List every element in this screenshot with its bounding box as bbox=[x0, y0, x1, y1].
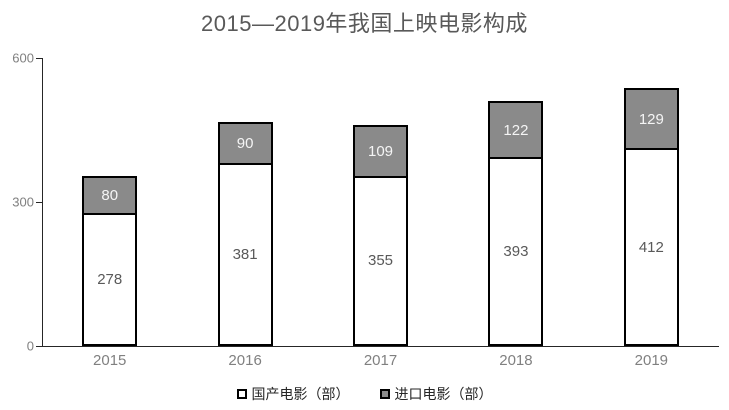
legend-swatch-icon-domestic bbox=[236, 389, 247, 399]
bar-value-label-imported-2016: 90 bbox=[236, 135, 254, 153]
bar-value-label-domestic-2015: 278 bbox=[97, 270, 123, 288]
y-tick-mark bbox=[36, 346, 42, 347]
bar-segment-domestic-2016: 381 bbox=[217, 163, 273, 346]
bar-segment-imported-2018: 122 bbox=[488, 100, 544, 160]
x-category-label-2016: 2016 bbox=[228, 352, 262, 369]
bar-value-label-imported-2019: 129 bbox=[638, 110, 664, 128]
x-axis-labels: 2015 2016 2017 2018 2019 bbox=[42, 352, 719, 369]
bar-segment-imported-2016: 90 bbox=[217, 121, 273, 166]
bar-segment-domestic-2015: 278 bbox=[82, 212, 138, 346]
bar-segment-domestic-2017: 355 bbox=[353, 175, 409, 346]
y-tick-mark bbox=[36, 58, 42, 59]
bar-slot-2017: 109 355 bbox=[313, 58, 448, 346]
bar-segment-imported-2015: 80 bbox=[82, 176, 138, 215]
plot-bars: 80 278 90 381 109 355 122 393 129 412 bbox=[42, 58, 719, 346]
bar-segment-domestic-2019: 412 bbox=[623, 148, 679, 346]
bar-value-label-imported-2018: 122 bbox=[503, 121, 529, 139]
y-tick-label: 0 bbox=[26, 338, 34, 354]
x-category-label-2017: 2017 bbox=[363, 352, 398, 369]
x-category-label-2015: 2015 bbox=[93, 352, 127, 369]
legend-swatch-icon-imported bbox=[379, 389, 390, 399]
bar-value-label-imported-2015: 80 bbox=[101, 186, 119, 204]
bar-segment-imported-2017: 109 bbox=[353, 125, 409, 178]
bar-segment-domestic-2018: 393 bbox=[488, 157, 544, 346]
bar-value-label-domestic-2017: 355 bbox=[368, 252, 394, 270]
bar-value-label-domestic-2019: 412 bbox=[638, 238, 664, 256]
bar-value-label-domestic-2018: 393 bbox=[503, 243, 529, 261]
legend: 国产电影（部） 进口电影（部） bbox=[0, 384, 729, 404]
bar-value-label-imported-2017: 109 bbox=[368, 142, 394, 160]
y-tick-label: 300 bbox=[12, 194, 34, 210]
bar-slot-2016: 90 381 bbox=[177, 58, 312, 346]
bar-value-label-domestic-2016: 381 bbox=[232, 246, 258, 264]
chart-title: 2015—2019年我国上映电影构成 bbox=[201, 11, 528, 36]
x-category-label-2018: 2018 bbox=[499, 352, 533, 369]
legend-item-imported: 进口电影（部） bbox=[379, 384, 493, 404]
legend-label-domestic: 国产电影（部） bbox=[251, 386, 350, 402]
bar-slot-2015: 80 278 bbox=[42, 58, 177, 346]
x-axis-line bbox=[42, 346, 719, 347]
y-tick-label: 600 bbox=[12, 50, 34, 66]
bar-segment-imported-2019: 129 bbox=[623, 88, 679, 151]
legend-item-domestic: 国产电影（部） bbox=[236, 384, 350, 404]
bar-stack-2017: 109 355 bbox=[353, 125, 409, 346]
bar-stack-2015: 80 278 bbox=[82, 176, 138, 346]
bar-slot-2019: 129 412 bbox=[584, 58, 719, 346]
bar-slot-2018: 122 393 bbox=[448, 58, 583, 346]
x-category-label-2019: 2019 bbox=[634, 352, 669, 369]
bar-stack-2018: 122 393 bbox=[488, 100, 544, 346]
y-axis-line bbox=[42, 58, 43, 346]
bar-stack-2016: 90 381 bbox=[217, 121, 273, 346]
y-tick-mark bbox=[36, 202, 42, 203]
bar-stack-2019: 129 412 bbox=[623, 88, 679, 346]
legend-label-imported: 进口电影（部） bbox=[394, 386, 493, 402]
